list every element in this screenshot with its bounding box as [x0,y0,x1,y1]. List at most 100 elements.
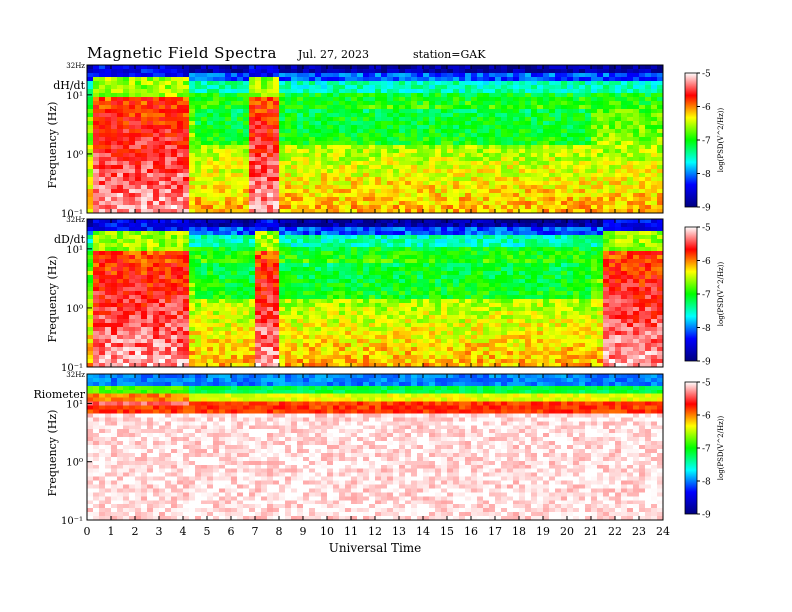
spectrogram-cell [531,181,538,186]
spectrogram-cell [387,113,394,118]
spectrogram-cell [573,141,580,146]
spectrogram-cell [249,85,256,90]
spectrogram-cell [621,185,628,190]
spectrogram-cell [321,77,328,82]
spectrogram-cell [105,133,112,138]
spectrogram-cell [99,209,106,214]
spectrogram-cell [573,93,580,98]
spectrogram-cell [585,97,592,102]
spectrogram-cell [297,129,304,134]
spectrogram-cell [177,331,184,336]
spectrogram-cell [255,145,262,150]
spectrogram-cell [441,117,448,122]
spectrogram-cell [195,121,202,126]
spectrogram-cell [339,137,346,142]
spectrogram-cell [651,193,658,198]
spectrogram-cell [249,231,256,236]
spectrogram-cell [207,231,214,236]
spectrogram-cell [279,161,286,166]
spectrogram-cell [243,239,250,244]
spectrogram-cell [285,287,292,292]
spectrogram-cell [105,93,112,98]
spectrogram-cell [633,141,640,146]
spectrogram-cell [123,319,130,324]
spectrogram-cell [177,259,184,264]
spectrogram-cell [435,73,442,78]
spectrogram-cell [495,189,502,194]
spectrogram-cell [87,177,94,182]
spectrogram-cell [393,161,400,166]
spectrogram-cell [99,85,106,90]
spectrogram-cell [609,77,616,82]
spectrogram-cell [441,157,448,162]
spectrogram-cell [657,185,664,190]
spectrogram-cell [225,231,232,236]
spectrogram-cell [285,77,292,82]
spectrogram-cell [507,77,514,82]
spectrogram-cell [171,343,178,348]
spectrogram-cell [249,113,256,118]
spectrogram-cell [141,73,148,78]
spectrogram-cell [201,101,208,106]
spectrogram-cell [597,85,604,90]
spectrogram-cell [87,133,94,138]
spectrogram-cell [309,193,316,198]
spectrogram-cell [93,153,100,158]
spectrogram-cell [333,93,340,98]
spectrogram-cell [87,101,94,106]
spectrogram-cell [405,209,412,214]
spectrogram-cell [261,117,268,122]
spectrogram-cell [651,65,658,70]
spectrogram-cell [369,209,376,214]
spectrogram-cell [123,247,130,252]
spectrogram-cell [483,77,490,82]
spectrogram-cell [189,271,196,276]
spectrogram-cell [177,343,184,348]
spectrogram-cell [297,331,304,336]
spectrogram-cell [249,219,256,224]
spectrogram-cell [297,77,304,82]
spectrogram-cell [291,275,298,280]
spectrogram-cell [105,239,112,244]
spectrogram-cell [387,89,394,94]
spectrogram-cell [147,185,154,190]
spectrogram-cell [333,149,340,154]
spectrogram-cell [111,101,118,106]
spectrogram-cell [363,205,370,210]
spectrogram-cell [249,177,256,182]
spectrogram-cell [597,193,604,198]
spectrogram-cell [501,121,508,126]
spectrogram-cell [315,141,322,146]
spectrogram-cell [261,85,268,90]
spectrogram-cell [225,89,232,94]
spectrogram-cell [159,145,166,150]
spectrogram-cell [279,287,286,292]
spectrogram-cell [219,331,226,336]
spectrogram-cell [423,121,430,126]
spectrogram-cell [219,101,226,106]
spectrogram-cell [129,351,136,356]
spectrogram-cell [591,177,598,182]
spectrogram-cell [561,153,568,158]
spectrogram-cell [165,165,172,170]
spectrogram-cell [141,149,148,154]
spectrogram-cell [201,279,208,284]
spectrogram-cell [363,77,370,82]
spectrogram-cell [231,323,238,328]
spectrogram-cell [495,201,502,206]
spectrogram-cell [159,251,166,256]
spectrogram-cell [345,109,352,114]
spectrogram-cell [267,235,274,240]
spectrogram-cell [237,181,244,186]
spectrogram-cell [495,109,502,114]
spectrogram-cell [141,279,148,284]
spectrogram-cell [207,161,214,166]
spectrogram-cell [351,121,358,126]
spectrogram-cell [141,275,148,280]
spectrogram-cell [159,235,166,240]
spectrogram-cell [573,65,580,70]
spectrogram-cell [297,85,304,90]
spectrogram-cell [177,161,184,166]
spectrogram-cell [501,157,508,162]
